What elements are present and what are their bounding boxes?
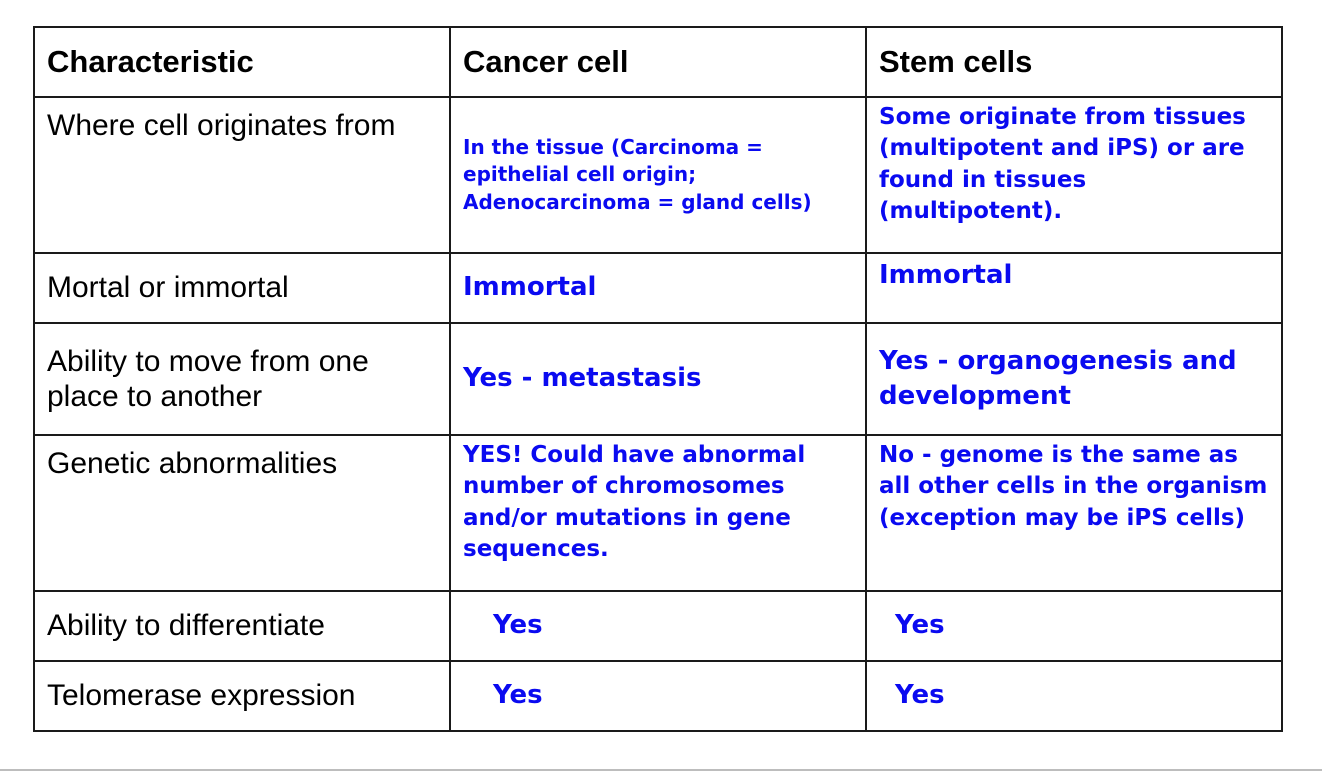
comparison-table: Characteristic Cancer cell Stem cells Wh… [33,26,1283,732]
cancer-cell-differentiation: Yes [449,590,867,662]
table-row: Ability to move from one place to anothe… [33,322,1283,436]
stem-cell-genetics: No - genome is the same as all other cel… [865,434,1283,592]
stem-cell-motility: Yes - organogenesis and development [865,322,1283,436]
cancer-cell-origin: In the tissue (Carcinoma = epithelial ce… [449,96,867,254]
stem-cell-differentiation: Yes [865,590,1283,662]
table-row: Mortal or immortal Immortal Immortal [33,252,1283,324]
row-label-differentiation: Ability to differentiate [33,590,451,662]
table-row: Ability to differentiate Yes Yes [33,590,1283,662]
stem-cell-telomerase: Yes [865,660,1283,732]
row-label-mortality: Mortal or immortal [33,252,451,324]
table-row: Where cell originates from In the tissue… [33,96,1283,254]
table-row: Telomerase expression Yes Yes [33,660,1283,732]
cancer-cell-motility: Yes - metastasis [449,322,867,436]
header-stem-cells: Stem cells [865,26,1283,98]
cancer-cell-mortality: Immortal [449,252,867,324]
table-header-row: Characteristic Cancer cell Stem cells [33,26,1283,98]
row-label-genetics: Genetic abnormalities [33,434,451,592]
header-characteristic: Characteristic [33,26,451,98]
cancer-cell-telomerase: Yes [449,660,867,732]
stem-cell-mortality: Immortal [865,252,1283,324]
header-cancer-cell: Cancer cell [449,26,867,98]
row-label-motility: Ability to move from one place to anothe… [33,322,451,436]
row-label-telomerase: Telomerase expression [33,660,451,732]
stem-cell-origin: Some originate from tissues (multipotent… [865,96,1283,254]
page-bottom-divider [0,769,1322,771]
cancer-cell-genetics: YES! Could have abnormal number of chrom… [449,434,867,592]
row-label-origin: Where cell originates from [33,96,451,254]
table-row: Genetic abnormalities YES! Could have ab… [33,434,1283,592]
